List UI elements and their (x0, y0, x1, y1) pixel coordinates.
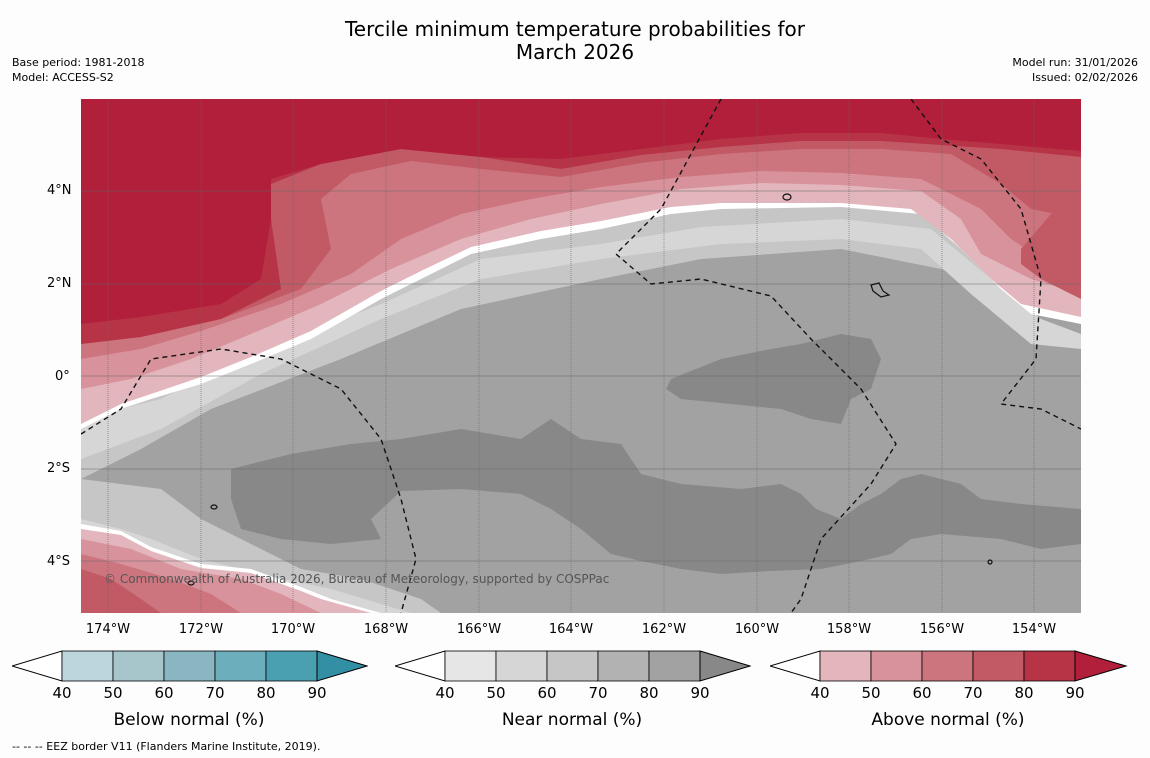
colorbar-near-max-arrow (699, 650, 751, 682)
colorbar-below-swatch (163, 650, 216, 682)
islands (187, 193, 993, 586)
colorbar-near-swatch (444, 650, 497, 682)
copyright-notice: © Commonwealth of Australia 2026, Bureau… (104, 572, 610, 586)
tick: 80 (1014, 684, 1034, 702)
lon-label-154w: 154°W (1011, 622, 1057, 637)
region-above-70-south (81, 569, 161, 613)
colorbar-below (12, 650, 368, 682)
lat-label-4s: 4°S (47, 554, 71, 569)
colorbar-near-swatch (597, 650, 650, 682)
lon-label-166w: 166°W (456, 622, 502, 637)
tick: 60 (912, 684, 932, 702)
colorbar-near-min-arrow (395, 650, 446, 682)
lon-label-162w: 162°W (641, 622, 687, 637)
colorbar-above-swatch (1023, 650, 1076, 682)
lat-label-4n: 4°N (47, 183, 72, 198)
colorbar-near-swatch (495, 650, 548, 682)
tick: 90 (1065, 684, 1085, 702)
colorbar-near-swatch (648, 650, 701, 682)
tick: 90 (307, 684, 327, 702)
issued-date: Issued: 02/02/2026 (1031, 71, 1138, 84)
colorbar-above-max-arrow (1074, 650, 1128, 682)
chart-title: Tercile minimum temperature probabilitie… (0, 18, 1150, 64)
tick: 50 (861, 684, 881, 702)
tick: 60 (154, 684, 174, 702)
colorbar-above-swatch (870, 650, 923, 682)
tick: 70 (205, 684, 225, 702)
lat-label-2n: 2°N (47, 276, 72, 291)
lon-label-158w: 158°W (826, 622, 872, 637)
region-near-80 (231, 419, 1081, 574)
region-near-80-north (666, 334, 881, 424)
colorbar-below-label: Below normal (%) (113, 710, 265, 730)
lon-label-156w: 156°W (919, 622, 965, 637)
colorbar-above (770, 650, 1128, 682)
colorbar-below-swatch (61, 650, 114, 682)
base-period: Base period: 1981-2018 (12, 56, 145, 69)
tick: 40 (810, 684, 830, 702)
title-line-2: March 2026 (515, 40, 635, 64)
tick: 70 (963, 684, 983, 702)
lon-label-172w: 172°W (178, 622, 224, 637)
region-near-50-south (81, 519, 411, 613)
region-above-90 (81, 99, 1081, 324)
colorbar-near (395, 650, 751, 682)
meta-left: Base period: 1981-2018 Model: ACCESS-S2 (12, 55, 144, 85)
probability-map (81, 99, 1081, 613)
tick: 40 (52, 684, 72, 702)
colorbar-above-swatch (972, 650, 1025, 682)
lat-label-2s: 2°S (47, 461, 71, 476)
tick: 50 (486, 684, 506, 702)
model-run: Model run: 31/01/2026 (1012, 56, 1138, 69)
tick: 40 (435, 684, 455, 702)
gridlines (81, 99, 1081, 613)
tick: 80 (639, 684, 659, 702)
colorbar-near-label: Near normal (%) (501, 710, 643, 730)
colorbar-above-label: Above normal (%) (871, 710, 1025, 730)
tick: 50 (103, 684, 123, 702)
colorbar-below-swatch (214, 650, 267, 682)
colorbar-below-max-arrow (316, 650, 368, 682)
tick: 80 (256, 684, 276, 702)
title-line-1: Tercile minimum temperature probabilitie… (344, 17, 806, 41)
colorbar-above-swatch (819, 650, 872, 682)
lon-label-164w: 164°W (548, 622, 594, 637)
tick: 60 (537, 684, 557, 702)
colorbar-below-swatch (112, 650, 165, 682)
colorbar-near-swatch (546, 650, 599, 682)
eez-borders (81, 99, 1081, 613)
lon-label-160w: 160°W (734, 622, 780, 637)
eez-legend: -- -- -- EEZ border V11 (Flanders Marine… (12, 740, 321, 753)
tick: 90 (690, 684, 710, 702)
region-above-70-east (1021, 209, 1081, 299)
lon-label-170w: 170°W (270, 622, 316, 637)
lat-label-0: 0° (55, 369, 70, 384)
lon-label-168w: 168°W (363, 622, 409, 637)
meta-right: Model run: 31/01/2026 Issued: 02/02/2026 (1012, 55, 1138, 85)
colorbar-below-swatch (265, 650, 318, 682)
tick: 70 (588, 684, 608, 702)
colorbar-below-min-arrow (12, 650, 63, 682)
colorbar-above-min-arrow (770, 650, 821, 682)
lon-label-174w: 174°W (85, 622, 131, 637)
model-name: Model: ACCESS-S2 (12, 71, 114, 84)
colorbar-above-swatch (921, 650, 974, 682)
